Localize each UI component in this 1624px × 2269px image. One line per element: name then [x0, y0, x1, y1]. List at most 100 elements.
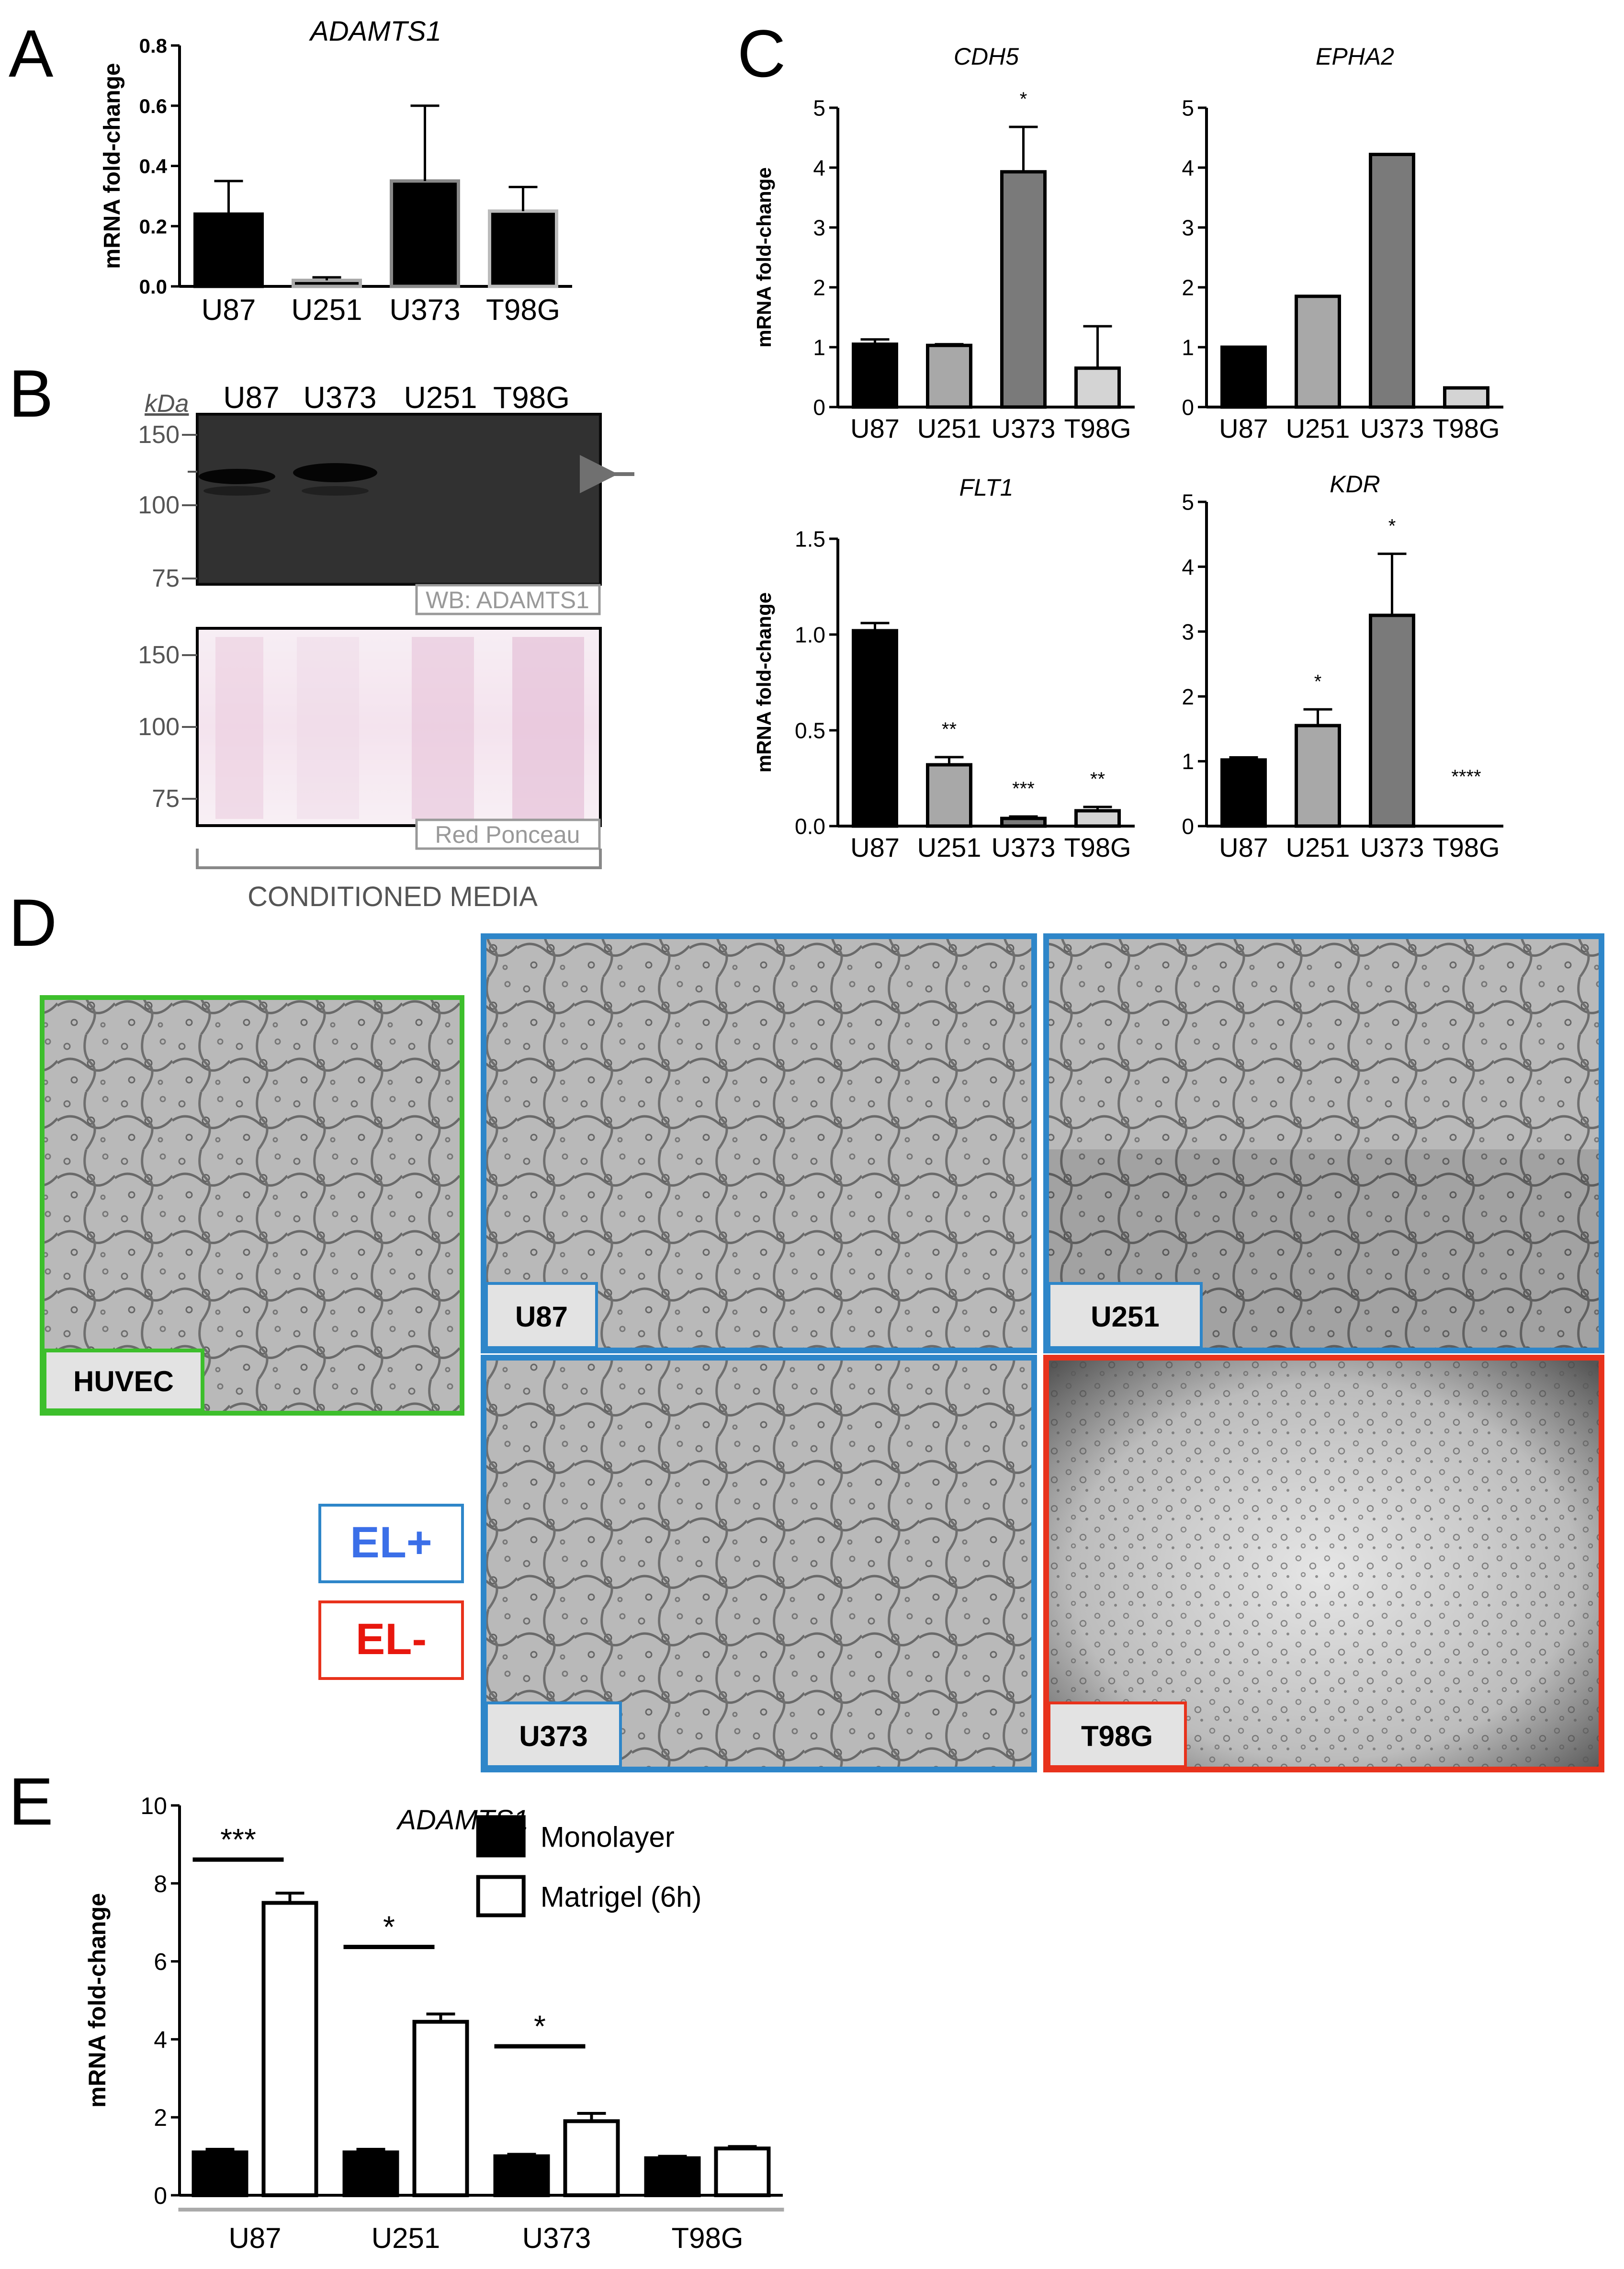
legend-label: Matrigel (6h) [541, 1881, 702, 1913]
legend-el-plus: EL+ [350, 1518, 432, 1567]
bar [390, 179, 460, 288]
y-tick-label: 0 [154, 2182, 167, 2209]
bar [1000, 817, 1047, 828]
significance-stars: **** [1451, 766, 1481, 787]
y-tick-label: 2 [813, 275, 825, 300]
chart-title: EPHA2 [1316, 43, 1394, 70]
chart-c-epha2: EPHA2 0 1 2 3 4 5 U87 U251 U373 T98G [1182, 43, 1503, 443]
label-box-u251 [1048, 1282, 1203, 1349]
y-tick-label: 1 [1182, 335, 1194, 360]
label-u251: U251 [1091, 1301, 1159, 1333]
x-tick-label: T98G [1064, 832, 1131, 862]
y-tick-label: 4 [1182, 555, 1194, 579]
y-axis-label: mRNA fold-change [753, 167, 775, 347]
y-tick-label: 0.6 [139, 95, 167, 117]
y-tick-label: 0 [813, 395, 825, 420]
bar [1295, 295, 1341, 409]
y-tick-label: 0 [1182, 814, 1194, 839]
bar [1443, 386, 1489, 409]
lane-label-3: U251 [404, 380, 477, 415]
y-tick-label: 1.0 [795, 623, 825, 647]
y-tick-label: 0.5 [795, 718, 825, 743]
y-tick-label: 10 [140, 1793, 167, 1819]
label-box-u87 [485, 1282, 598, 1349]
ponceau-tick-75: 75 [152, 785, 180, 813]
significance-stars: * [534, 2009, 546, 2043]
legend-el-minus-box [318, 1600, 464, 1680]
bar [852, 342, 898, 409]
y-tick-label: 0.0 [139, 275, 167, 298]
chart-title: CDH5 [954, 43, 1019, 70]
x-tick-label: U87 [1219, 413, 1268, 443]
y-tick-label: 5 [813, 96, 825, 121]
significance-stars: *** [220, 1822, 256, 1857]
panel-letter-a: A [9, 16, 54, 91]
bar [292, 278, 362, 288]
x-tick-label: U251 [917, 832, 981, 862]
chart-c-cdh5: CDH5 mRNA fold-change 0 1 2 3 4 5 U87 U251 U373 * T9… [753, 43, 1135, 443]
y-tick-label: 2 [1182, 275, 1194, 300]
y-tick-label: 0 [1182, 395, 1194, 420]
x-tick-label: U87 [1219, 832, 1268, 862]
label-box-u373 [485, 1702, 622, 1768]
x-tick-label: T98G [486, 294, 560, 327]
bar [1074, 809, 1121, 828]
ponceau-tag: Red Ponceau [435, 821, 580, 848]
y-axis-label: mRNA fold-change [84, 1893, 111, 2108]
panel-letter-d: D [9, 885, 57, 960]
x-tick-label: T98G [1064, 413, 1131, 443]
ponceau-tick-150: 150 [138, 641, 180, 669]
bar [1220, 758, 1267, 828]
legend-el-plus-box [318, 1504, 464, 1583]
x-tick-label: U251 [917, 413, 981, 443]
legend-swatch-0 [476, 1815, 526, 1858]
significance-stars: ** [1090, 769, 1105, 790]
label-t98g: T98G [1081, 1720, 1153, 1752]
micrograph-panel: HUVEC U87 U251 U373 T98G EL+ EL- [40, 933, 1604, 1772]
legend-label: Monolayer [541, 1821, 675, 1853]
y-tick-label: 6 [154, 1949, 167, 1975]
significance-stars: * [1020, 89, 1027, 110]
y-tick-label: 4 [1182, 156, 1194, 181]
kda-label: kDa [145, 390, 189, 418]
bar-matrigel [714, 2146, 771, 2197]
bar-monolayer [644, 2156, 701, 2197]
y-tick-label: 3 [1182, 619, 1194, 644]
ponceau-tick-100: 100 [138, 713, 180, 741]
x-tick-label: U251 [372, 2222, 440, 2254]
x-tick-label: T98G [1432, 413, 1500, 443]
wb-band-u87 [199, 469, 275, 484]
x-tick-label: U373 [389, 294, 460, 327]
significance-stars: * [383, 1909, 395, 1944]
panel-letter-c: C [737, 16, 786, 91]
y-tick-label: 0.4 [139, 155, 168, 178]
wb-tag-box [415, 584, 601, 615]
bar [1295, 724, 1341, 828]
panel-letter-e: E [9, 1764, 53, 1839]
y-tick-label: 3 [813, 216, 825, 240]
bar-matrigel [412, 2019, 469, 2198]
label-box-huvec [43, 1349, 204, 1412]
y-tick-label: 1 [1182, 749, 1194, 774]
lane-label-2: U373 [304, 380, 377, 415]
wb-tick-100: 100 [138, 491, 180, 519]
bar [193, 212, 264, 288]
y-tick-label: 2 [1182, 684, 1194, 709]
label-huvec: HUVEC [73, 1365, 174, 1397]
bar [926, 343, 972, 409]
x-tick-label: U373 [1360, 413, 1424, 443]
conditioned-media-label: CONDITIONED MEDIA [248, 881, 538, 912]
bar [926, 763, 972, 828]
panel-letter-b: B [9, 356, 53, 431]
chart-c-kdr: KDR 0 1 2 3 4 5 U87 U251 * U373 * T98G **** [1182, 471, 1503, 862]
ponceau-tag-box [415, 818, 601, 850]
x-tick-label: U251 [1286, 832, 1350, 862]
bar [1369, 153, 1415, 409]
y-tick-label: 0.2 [139, 215, 167, 238]
wb-membrane [196, 413, 602, 586]
y-axis-label: mRNA fold-change [100, 63, 125, 269]
label-u373: U373 [519, 1720, 587, 1752]
y-axis-label: mRNA fold-change [753, 592, 775, 772]
x-tick-label: U87 [850, 413, 900, 443]
